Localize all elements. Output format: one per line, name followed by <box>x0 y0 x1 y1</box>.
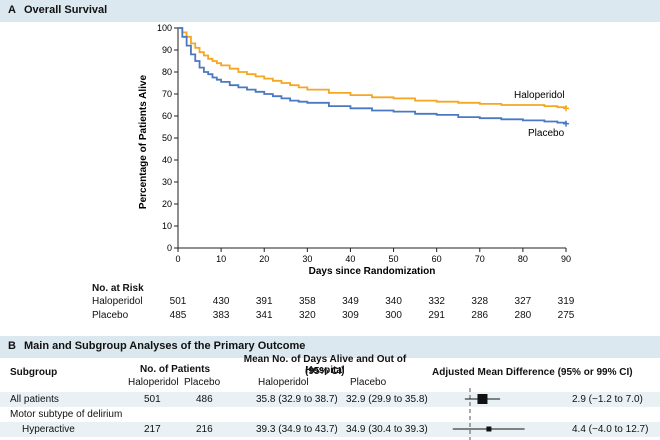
risk-table-title: No. at Risk <box>92 283 144 294</box>
risk-value-haloperidol-90: 319 <box>557 296 575 307</box>
panel-b-title: Main and Subgroup Analyses of the Primar… <box>24 340 306 352</box>
series-line-haloperidol <box>178 27 567 109</box>
y-tick-label: 10 <box>162 221 172 231</box>
header-adjusted-difference: Adjusted Mean Difference (95% or 99% CI) <box>432 367 633 378</box>
x-tick-label: 20 <box>259 254 269 264</box>
risk-value-placebo-20: 341 <box>255 310 273 321</box>
x-tick-label: 80 <box>518 254 528 264</box>
legend-placebo-label: Placebo <box>528 128 565 139</box>
risk-value-haloperidol-0: 501 <box>169 296 187 307</box>
legend-haloperidol-label: Haloperidol <box>514 90 565 101</box>
y-tick-label: 40 <box>162 155 172 165</box>
panel-a-title: Overall Survival <box>24 4 108 16</box>
risk-value-placebo-70: 286 <box>471 310 489 321</box>
panel-b-letter: B <box>8 340 16 352</box>
risk-value-placebo-40: 309 <box>342 310 359 321</box>
risk-value-placebo-60: 291 <box>428 310 445 321</box>
y-tick-label: 50 <box>162 133 172 143</box>
y-tick-label: 80 <box>162 67 172 77</box>
header-subgroup: Subgroup <box>10 367 58 378</box>
row-all-patients-n-haloperidol: 501 <box>144 394 161 405</box>
row-all-patients-mean-placebo: 32.9 (29.9 to 35.8) <box>346 394 428 405</box>
header-n-haloperidol: Haloperidol <box>128 377 179 388</box>
row-hyperactive-difference: 4.4 (−4.0 to 12.7) <box>572 424 649 435</box>
risk-value-haloperidol-60: 332 <box>428 296 445 307</box>
row-band-hyperactive <box>0 422 660 437</box>
row-band-all-patients <box>0 392 660 407</box>
survival-chart: 0 10 20 30 40 50 60 70 80 90 100 0 10 20 30 40 50 60 70 80 9… <box>138 23 571 277</box>
forest-point-estimate <box>477 394 488 404</box>
panel-a-overall-survival: A Overall Survival 0 10 20 30 40 50 60 70 80 90 10… <box>0 0 660 337</box>
risk-value-haloperidol-10: 430 <box>212 296 230 307</box>
y-tick-label: 60 <box>162 111 172 121</box>
y-tick-label: 90 <box>162 45 172 55</box>
risk-value-placebo-80: 280 <box>514 310 532 321</box>
header-n-placebo: Placebo <box>184 377 221 388</box>
risk-value-haloperidol-70: 328 <box>471 296 489 307</box>
header-mean-placebo: Placebo <box>350 377 387 388</box>
x-tick-label: 60 <box>432 254 442 264</box>
x-tick-label: 30 <box>302 254 312 264</box>
chart-axes: 0 10 20 30 40 50 60 70 80 90 100 0 10 20 30 40 50 60 70 80 9… <box>157 23 571 264</box>
forest-point-estimate <box>486 426 492 432</box>
risk-row-label-placebo: Placebo <box>92 310 129 321</box>
risk-value-placebo-90: 275 <box>557 310 575 321</box>
forest-plot <box>452 388 525 440</box>
x-tick-label: 90 <box>561 254 571 264</box>
risk-value-placebo-0: 485 <box>169 310 187 321</box>
risk-value-placebo-10: 383 <box>212 310 230 321</box>
y-axis-label: Percentage of Patients Alive <box>138 75 149 210</box>
header-mean-days-ci: (95% CI) <box>305 366 345 377</box>
row-hyperactive-n-haloperidol: 217 <box>144 424 161 435</box>
risk-value-haloperidol-50: 340 <box>385 296 402 307</box>
risk-value-haloperidol-40: 349 <box>342 296 359 307</box>
risk-value-placebo-50: 300 <box>385 310 402 321</box>
row-hyperactive-label: Hyperactive <box>22 424 75 435</box>
y-tick-label: 100 <box>157 23 172 33</box>
panel-a-header: A Overall Survival <box>0 0 660 22</box>
x-tick-label: 50 <box>389 254 399 264</box>
series-line-placebo <box>178 27 567 124</box>
risk-value-haloperidol-30: 358 <box>298 296 316 307</box>
row-hyperactive-mean-haloperidol: 39.3 (34.9 to 43.7) <box>256 424 338 435</box>
risk-value-placebo-30: 320 <box>298 310 316 321</box>
risk-value-haloperidol-80: 327 <box>514 296 532 307</box>
y-tick-label: 70 <box>162 89 172 99</box>
header-mean-haloperidol: Haloperidol <box>258 377 309 388</box>
panel-b-header: B Main and Subgroup Analyses of the Prim… <box>0 336 660 358</box>
risk-value-haloperidol-20: 391 <box>255 296 273 307</box>
panel-a-letter: A <box>8 4 16 16</box>
chart-series <box>178 27 569 127</box>
row-all-patients-difference: 2.9 (−1.2 to 7.0) <box>572 394 643 405</box>
y-tick-label: 0 <box>167 243 172 253</box>
panel-b-subgroup-analyses: B Main and Subgroup Analyses of the Prim… <box>0 336 660 440</box>
row-hyperactive-mean-placebo: 34.9 (30.4 to 39.3) <box>346 424 428 435</box>
header-mean-days: Mean No. of Days Alive and Out of Hospit… <box>243 354 407 376</box>
row-all-patients-n-placebo: 486 <box>196 394 213 405</box>
risk-row-label-haloperidol: Haloperidol <box>92 296 143 307</box>
x-tick-label: 40 <box>345 254 355 264</box>
x-tick-label: 10 <box>216 254 226 264</box>
header-no-patients: No. of Patients <box>140 364 211 375</box>
row-all-patients-label: All patients <box>10 394 59 405</box>
row-motor-subtype-label: Motor subtype of delirium <box>10 409 123 420</box>
y-tick-label: 30 <box>162 177 172 187</box>
x-axis-label: Days since Randomization <box>309 266 436 277</box>
row-all-patients-mean-haloperidol: 35.8 (32.9 to 38.7) <box>256 394 338 405</box>
row-hyperactive-n-placebo: 216 <box>196 424 213 435</box>
x-tick-label: 70 <box>475 254 485 264</box>
y-tick-label: 20 <box>162 199 172 209</box>
x-tick-label: 0 <box>175 254 180 264</box>
